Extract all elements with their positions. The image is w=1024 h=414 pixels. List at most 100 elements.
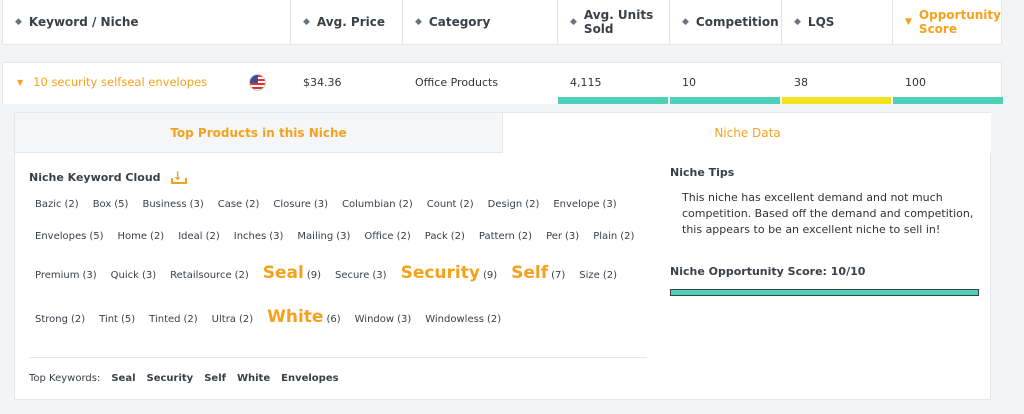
keyword-cloud-word: Case bbox=[217, 199, 243, 210]
keyword-cloud-item[interactable]: Pattern (2) bbox=[479, 231, 532, 242]
keyword-cloud-item[interactable]: Per (3) bbox=[546, 231, 579, 242]
keyword-cloud-row: Strong (2) Tint (5) Tinted (2) Ultra (2) White (6… bbox=[35, 307, 655, 351]
top-keyword[interactable]: Security bbox=[146, 373, 194, 384]
keyword-cloud-item[interactable]: Inches (3) bbox=[234, 231, 284, 242]
keyword-cloud-item[interactable]: Envelope (3) bbox=[553, 199, 616, 210]
keyword-cloud-item[interactable]: Security (9) bbox=[401, 263, 498, 283]
keyword-cloud-item[interactable]: Case (2) bbox=[218, 199, 260, 210]
keyword-cloud-word: Ultra bbox=[211, 314, 236, 325]
niche-opportunity-score-bar bbox=[670, 289, 979, 296]
keyword-cloud-word: Secure bbox=[335, 270, 370, 281]
keyword-cloud-count: (2) bbox=[64, 199, 79, 210]
keyword-cloud-count: (2) bbox=[245, 199, 260, 210]
keyword-cloud-item[interactable]: Seal (9) bbox=[263, 263, 321, 283]
keyword-cloud-word: Seal bbox=[262, 263, 304, 283]
keyword-cloud-word: Pattern bbox=[478, 231, 515, 242]
keyword-cloud-item[interactable]: Envelopes (5) bbox=[35, 231, 104, 242]
tab-niche-data[interactable]: Niche Data bbox=[504, 113, 991, 153]
keyword-cloud-word: Security bbox=[400, 263, 480, 283]
keyword-cloud-item[interactable]: Window (3) bbox=[355, 314, 412, 325]
keyword-cloud-heading: Niche Keyword Cloud bbox=[29, 169, 187, 184]
caret-down-icon[interactable]: ▼ bbox=[17, 77, 24, 87]
keyword-cloud-item[interactable]: Count (2) bbox=[427, 199, 474, 210]
opportunity-value: 100 bbox=[905, 75, 926, 89]
keyword-cloud: Bazic (2) Box (5) Business (3) Case (2) Closure(… bbox=[35, 199, 655, 351]
keyword-cloud-item[interactable]: Mailing (3) bbox=[297, 231, 350, 242]
lqs-value: 38 bbox=[794, 75, 808, 89]
table-row[interactable]: ▼ 10 security selfseal envelopes $34.36 … bbox=[2, 62, 1003, 104]
column-header-avg-price[interactable]: ◆ Avg. Price bbox=[291, 0, 403, 44]
keyword-cloud-item[interactable]: Retailsource (2) bbox=[170, 270, 249, 281]
top-keyword[interactable]: White bbox=[236, 373, 271, 384]
column-header-avg-units[interactable]: ◆ Avg. Units Sold bbox=[558, 0, 670, 44]
sort-icon: ◆ bbox=[15, 17, 22, 27]
keyword-cloud-count: (2) bbox=[620, 231, 635, 242]
keyword-cloud-count: (9) bbox=[482, 270, 498, 281]
keyword-cloud-count: (9) bbox=[306, 270, 322, 281]
keyword-cloud-count: (5) bbox=[120, 314, 136, 325]
keyword-cloud-item[interactable]: Plain (2) bbox=[593, 231, 634, 242]
keyword-cloud-word: Box bbox=[92, 199, 112, 210]
keyword-cloud-item[interactable]: Closure (3) bbox=[273, 199, 328, 210]
keyword-cloud-word: Ideal bbox=[178, 231, 203, 242]
sort-desc-icon: ▼ bbox=[905, 17, 912, 27]
keyword-cloud-item[interactable]: Design (2) bbox=[488, 199, 540, 210]
keyword-cloud-item[interactable]: Quick (3) bbox=[111, 270, 156, 281]
keyword-cloud-word: Tint bbox=[99, 314, 118, 325]
keyword-cloud-item[interactable]: Ideal (2) bbox=[178, 231, 220, 242]
keyword-cloud-item[interactable]: Size (2) bbox=[579, 270, 617, 281]
keyword-cloud-item[interactable]: Pack (2) bbox=[425, 231, 465, 242]
keyword-cloud-item[interactable]: Ultra (2) bbox=[212, 314, 253, 325]
keyword-cloud-item[interactable]: Office (2) bbox=[364, 231, 410, 242]
column-header-category[interactable]: ◆ Category bbox=[403, 0, 558, 44]
top-keyword[interactable]: Self bbox=[204, 373, 226, 384]
keyword-cloud-item[interactable]: Tinted (2) bbox=[149, 314, 198, 325]
sort-icon: ◆ bbox=[794, 17, 801, 27]
keyword-cloud-count: (3) bbox=[372, 270, 387, 281]
column-header-opportunity[interactable]: ▼ Opportunity Score bbox=[905, 8, 1001, 36]
keyword-cloud-item[interactable]: Premium (3) bbox=[35, 270, 97, 281]
column-header-competition[interactable]: ◆ Competition bbox=[670, 0, 782, 44]
keyword-cell[interactable]: ▼ 10 security selfseal envelopes bbox=[17, 63, 257, 101]
keyword-cloud-count: (2) bbox=[150, 231, 165, 242]
keyword-cloud-item[interactable]: Windowless (2) bbox=[425, 314, 501, 325]
keyword-cloud-item[interactable]: White (6) bbox=[267, 307, 341, 327]
keyword-cloud-count: (3) bbox=[313, 199, 329, 210]
keyword-cloud-count: (2) bbox=[450, 231, 465, 242]
keyword-cloud-item[interactable]: Strong (2) bbox=[35, 314, 85, 325]
keyword-cloud-word: Home bbox=[117, 231, 148, 242]
top-keyword[interactable]: Envelopes bbox=[281, 373, 339, 384]
keyword-cloud-count: (5) bbox=[114, 199, 129, 210]
flag-cell bbox=[249, 63, 266, 101]
avg-units-value: 4,115 bbox=[570, 75, 602, 89]
keyword-link[interactable]: 10 security selfseal envelopes bbox=[33, 75, 208, 89]
keyword-cloud-word: Windowless bbox=[425, 314, 485, 325]
keyword-cloud-count: (3) bbox=[602, 199, 617, 210]
keyword-cloud-row: Envelopes (5) Home (2) Ideal (2) Inches (3) Mail… bbox=[35, 231, 655, 263]
niche-tips-heading: Niche Tips bbox=[670, 166, 735, 179]
keyword-cloud-item[interactable]: Columbian (2) bbox=[342, 199, 413, 210]
niche-opportunity-score-fill bbox=[671, 290, 978, 295]
sort-icon: ◆ bbox=[303, 17, 310, 27]
keyword-cloud-row: Bazic (2) Box (5) Business (3) Case (2) Closure(… bbox=[35, 199, 655, 231]
avg-units-bar bbox=[558, 97, 668, 104]
tab-top-products[interactable]: Top Products in this Niche bbox=[15, 113, 503, 153]
top-keyword[interactable]: Seal bbox=[111, 373, 136, 384]
keyword-cloud-item[interactable]: Secure (3) bbox=[335, 270, 387, 281]
keyword-cloud-item[interactable]: Self (7) bbox=[511, 263, 565, 283]
keyword-cloud-item[interactable]: Bazic (2) bbox=[35, 199, 79, 210]
download-icon[interactable] bbox=[170, 169, 187, 184]
keyword-cloud-word: Quick bbox=[110, 270, 139, 281]
avg-price-value: $34.36 bbox=[303, 75, 342, 89]
keyword-cloud-count: (3) bbox=[82, 270, 97, 281]
keyword-cloud-count: (2) bbox=[517, 231, 533, 242]
detail-tabs: Top Products in this Niche Niche Data bbox=[15, 113, 992, 153]
column-header-keyword[interactable]: ◆ Keyword / Niche bbox=[3, 0, 291, 44]
keyword-cloud-item[interactable]: Home (2) bbox=[118, 231, 165, 242]
keyword-cloud-word: Count bbox=[426, 199, 457, 210]
keyword-cloud-item[interactable]: Tint (5) bbox=[99, 314, 135, 325]
niche-tips-text: This niche has excellent demand and not … bbox=[682, 191, 974, 236]
column-header-lqs[interactable]: ◆ LQS bbox=[782, 0, 893, 44]
keyword-cloud-item[interactable]: Business (3) bbox=[142, 199, 203, 210]
keyword-cloud-item[interactable]: Box (5) bbox=[93, 199, 129, 210]
